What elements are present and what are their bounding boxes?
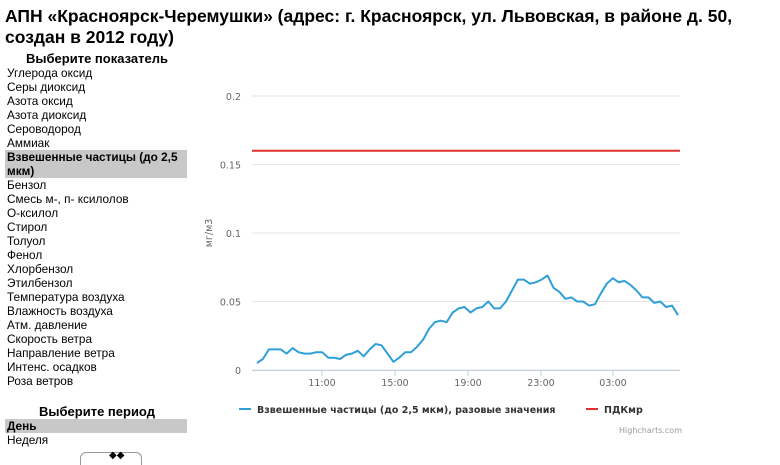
collapse-widget[interactable]: ◆◆ [80, 450, 142, 465]
indicator-item[interactable]: Стирол [7, 220, 48, 234]
indicator-item[interactable]: Интенс. осадков [7, 360, 97, 374]
period-list: День Неделя [5, 419, 187, 447]
y-axis-title: мг/м3 [204, 219, 215, 248]
indicator-heading: Выберите показатель [26, 51, 168, 66]
indicator-item[interactable]: Толуол [7, 234, 46, 248]
indicator-item[interactable]: Температура воздуха [7, 290, 125, 304]
y-tick-label: 0 [235, 366, 241, 377]
x-tick-label: 23:00 [527, 378, 554, 389]
period-item[interactable]: День [5, 419, 187, 433]
indicator-item[interactable]: Углерода оксид [7, 66, 93, 80]
indicator-item[interactable]: Направление ветра [7, 346, 115, 360]
indicator-item[interactable]: Азота диоксид [7, 108, 87, 122]
indicator-item[interactable]: О-ксилол [7, 206, 59, 220]
period-heading: Выберите период [39, 404, 155, 419]
indicator-item[interactable]: Скорость ветра [7, 332, 93, 346]
chart-container: 0 0.05 0.1 0.15 0.2 мг/м3 11:00 15:00 19:00 23:00… [195, 78, 695, 438]
indicator-item[interactable]: Атм. давление [7, 318, 88, 332]
particles-series-line [256, 274, 679, 364]
x-tick-label: 11:00 [308, 378, 335, 389]
x-tick-label: 19:00 [454, 378, 481, 389]
y-tick-label: 0.15 [220, 161, 241, 172]
indicator-item[interactable]: Фенол [7, 248, 43, 262]
indicator-item[interactable]: Хлорбензол [7, 262, 74, 276]
indicator-item[interactable]: Роза ветров [7, 374, 74, 388]
y-tick-label: 0.05 [220, 298, 241, 309]
chevrons-icon: ◆◆ [109, 450, 125, 461]
y-tick-label: 0.2 [226, 92, 241, 103]
indicator-item[interactable]: Азота оксид [7, 94, 73, 108]
indicator-item[interactable]: Смесь м-, п- ксилолов [7, 192, 129, 206]
indicator-item[interactable]: Этилбензол [7, 276, 73, 290]
indicator-item[interactable]: Серы диоксид [7, 80, 86, 94]
indicator-menu: Выберите показатель Углерода оксид Серы д… [5, 51, 187, 388]
legend-item-pdk: ПДКмр [604, 405, 643, 416]
indicator-item[interactable]: Влажность воздуха [7, 304, 113, 318]
page-title: АПН «Красноярск-Черемушки» (адрес: г. Кр… [5, 6, 733, 47]
indicator-list: Углерода оксид Серы диоксид Азота оксид Азо… [5, 66, 187, 388]
indicator-item[interactable]: Аммиак [7, 136, 50, 150]
period-menu: Выберите период День Неделя [5, 404, 187, 447]
y-tick-label: 0.1 [226, 229, 241, 240]
indicator-item[interactable]: Бензол [7, 178, 47, 192]
line-chart: 0 0.05 0.1 0.15 0.2 мг/м3 11:00 15:00 19:00 23:00… [204, 92, 682, 435]
legend-item-particles: Взвешенные частицы (до 2,5 мкм), разовые… [257, 405, 556, 416]
period-item[interactable]: Неделя [7, 433, 49, 447]
x-tick-label: 15:00 [381, 378, 408, 389]
chart-credits: Highcharts.com [619, 426, 682, 435]
x-tick-label: 03:00 [599, 378, 626, 389]
indicator-item[interactable]: Взвешенные частицы (до 2,5 мкм) [5, 150, 187, 178]
indicator-item[interactable]: Сероводород [7, 122, 81, 136]
